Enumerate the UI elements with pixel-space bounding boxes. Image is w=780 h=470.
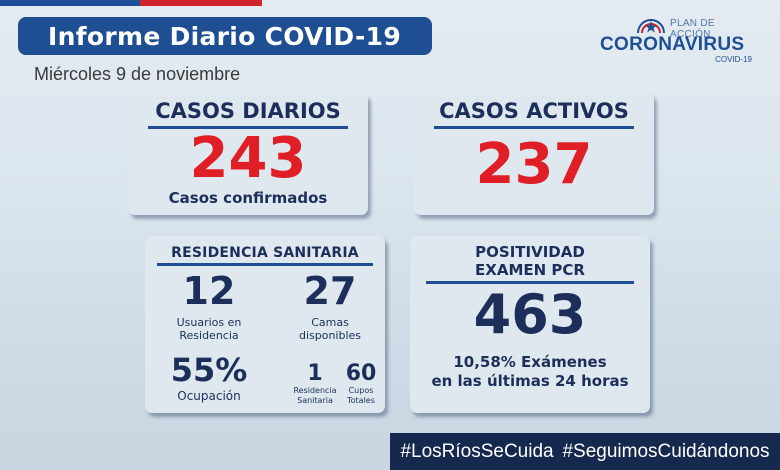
cupos-label: Cupos Totales — [341, 386, 381, 406]
residencia-label: RESIDENCIA SANITARIA — [171, 245, 359, 261]
report-title: Informe Diario COVID-19 — [18, 17, 432, 55]
casos-diarios-rule — [148, 126, 348, 129]
camas-label: Camas disponibles — [275, 316, 385, 342]
positividad-card: POSITIVIDAD EXAMEN PCR 463 10,58% Exámen… — [410, 236, 650, 413]
usuarios-label: Usuarios en Residencia — [159, 316, 259, 342]
logo-sub-text: COVID-19 — [715, 55, 752, 64]
hashtag-los-rios[interactable]: #LosRíosSeCuida — [400, 440, 554, 462]
top-bar-blue — [0, 0, 140, 6]
residencia-sanitaria-card: RESIDENCIA SANITARIA 12 Usuarios en Resi… — [145, 236, 385, 413]
casos-activos-value: 237 — [475, 132, 593, 197]
logo-plan-text: PLAN DE ACCIÓN — [670, 18, 715, 40]
residencias-label: Residencia Sanitaria — [285, 386, 345, 406]
logo-main-text: CORONAVIRUS — [600, 34, 745, 55]
residencias-value: 1 — [307, 361, 323, 386]
ocupacion-value: 55% — [170, 351, 248, 389]
positividad-label: POSITIVIDAD EXAMEN PCR — [410, 243, 650, 279]
camas-label-line1: Camas — [311, 316, 349, 329]
hashtag-bar: #LosRíosSeCuida #SeguimosCuidándonos — [390, 433, 780, 470]
casos-activos-card: CASOS ACTIVOS 237 — [414, 93, 654, 215]
residencia-rule — [157, 263, 373, 266]
casos-diarios-value: 243 — [189, 126, 307, 191]
plan-coronavirus-logo: PLAN DE ACCIÓN CORONAVIRUS COVID-19 — [596, 14, 756, 66]
positividad-value: 463 — [473, 283, 587, 346]
camas-value: 27 — [303, 269, 357, 313]
top-flag-bar — [0, 0, 262, 6]
residencias-label-line2: Sanitaria — [297, 396, 333, 405]
usuarios-label-line1: Usuarios en — [176, 316, 242, 329]
casos-diarios-card: CASOS DIARIOS 243 Casos confirmados — [128, 93, 368, 215]
cupos-value: 60 — [345, 361, 377, 386]
positividad-label-line2: EXAMEN PCR — [475, 261, 585, 279]
report-title-text: Informe Diario COVID-19 — [48, 21, 402, 51]
top-bar-red — [140, 0, 262, 6]
ocupacion-label: Ocupación — [177, 389, 241, 403]
hashtag-seguimos[interactable]: #SeguimosCuidándonos — [562, 440, 770, 462]
residencias-label-line1: Residencia — [293, 386, 337, 395]
cupos-label-line1: Cupos — [348, 386, 374, 395]
report-date: Miércoles 9 de noviembre — [34, 64, 241, 84]
casos-diarios-label: CASOS DIARIOS — [155, 99, 341, 123]
positividad-rule — [426, 281, 634, 284]
usuarios-value: 12 — [182, 269, 236, 313]
positividad-caption-line2: en las últimas 24 horas — [431, 372, 629, 390]
camas-label-line2: disponibles — [298, 329, 362, 342]
positividad-caption-line1: 10,58% Exámenes — [453, 353, 607, 371]
casos-activos-rule — [434, 126, 634, 129]
government-star-icon — [637, 19, 665, 34]
positividad-caption: 10,58% Exámenes en las últimas 24 horas — [410, 353, 650, 391]
casos-diarios-caption: Casos confirmados — [168, 189, 328, 207]
usuarios-label-line2: Residencia — [179, 329, 239, 342]
casos-activos-label: CASOS ACTIVOS — [439, 99, 629, 123]
positividad-label-line1: POSITIVIDAD — [475, 243, 585, 261]
cupos-label-line2: Totales — [347, 396, 375, 405]
